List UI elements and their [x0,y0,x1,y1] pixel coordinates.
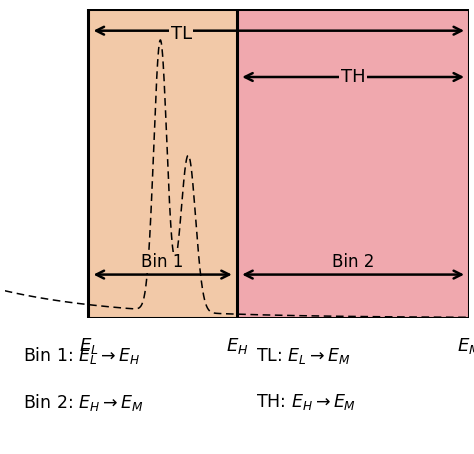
Text: $E_H$: $E_H$ [226,336,248,356]
Text: Bin 2: $E_H \rightarrow E_M$: Bin 2: $E_H \rightarrow E_M$ [23,392,144,413]
Text: TH: $E_H \rightarrow E_M$: TH: $E_H \rightarrow E_M$ [255,392,356,412]
Text: Bin 2: Bin 2 [332,253,374,271]
Bar [237,9,469,318]
Text: $E_M$: $E_M$ [457,336,474,356]
Text: Bin 1: $E_L \rightarrow E_H$: Bin 1: $E_L \rightarrow E_H$ [23,345,140,366]
Bar [88,9,237,318]
Text: TL: $E_L \rightarrow E_M$: TL: $E_L \rightarrow E_M$ [255,346,350,366]
Bar [88,9,469,318]
Text: Bin 1: Bin 1 [142,253,184,271]
Text: TL: TL [171,25,192,43]
Text: $E_L$: $E_L$ [79,336,98,356]
Text: TH: TH [341,68,365,86]
